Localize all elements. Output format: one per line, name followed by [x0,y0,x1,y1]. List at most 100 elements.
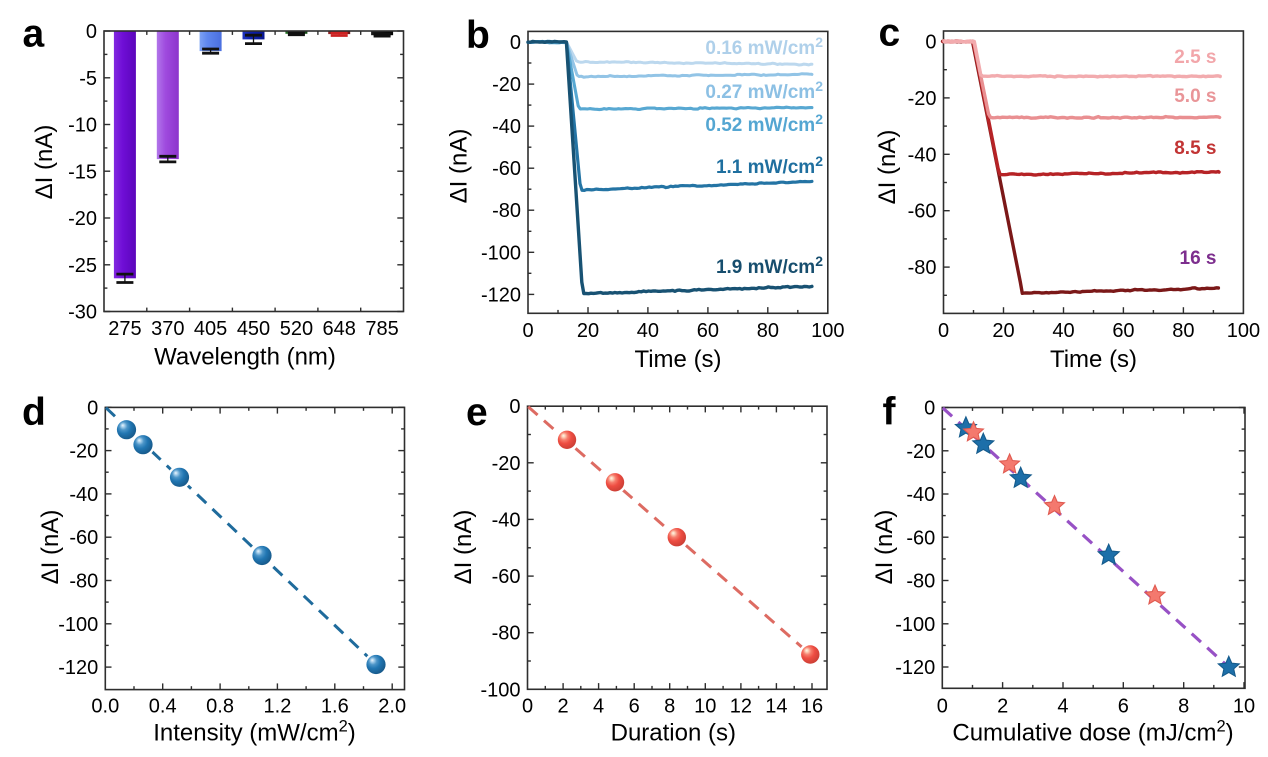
svg-text:b: b [466,14,490,57]
svg-text:-5: -5 [79,68,97,90]
svg-text:-40: -40 [906,484,935,506]
svg-text:0: 0 [924,398,935,420]
svg-text:-25: -25 [68,255,97,277]
svg-text:1.1 mW/cm2: 1.1 mW/cm2 [716,153,823,178]
svg-text:-80: -80 [906,571,935,593]
svg-text:ΔI (nA): ΔI (nA) [446,129,473,204]
svg-text:12: 12 [730,696,752,718]
svg-text:80: 80 [757,320,779,342]
svg-text:-100: -100 [895,614,935,636]
svg-text:80: 80 [1172,320,1194,342]
svg-text:-60: -60 [492,566,521,588]
svg-text:60: 60 [1112,320,1134,342]
svg-text:Duration (s): Duration (s) [611,719,736,746]
svg-text:0: 0 [522,320,533,342]
svg-text:520: 520 [280,318,313,340]
svg-text:0: 0 [509,396,520,418]
svg-text:-20: -20 [906,441,935,463]
svg-text:5.0 s: 5.0 s [1174,86,1216,107]
svg-text:-20: -20 [492,453,521,475]
svg-text:6: 6 [1118,696,1129,718]
svg-text:-100: -100 [480,679,520,701]
svg-text:0: 0 [522,696,533,718]
svg-text:0: 0 [510,32,521,54]
svg-text:-20: -20 [69,441,98,463]
svg-text:14: 14 [765,696,787,718]
svg-text:1.9 mW/cm2: 1.9 mW/cm2 [716,253,823,278]
svg-text:20: 20 [992,320,1014,342]
svg-text:-120: -120 [895,657,935,679]
svg-text:100: 100 [1227,320,1260,342]
svg-text:-40: -40 [492,116,521,138]
svg-text:-120: -120 [481,284,521,306]
svg-text:Time (s): Time (s) [1050,346,1137,373]
svg-text:Cumulative dose (mJ/cm2): Cumulative dose (mJ/cm2) [952,717,1233,746]
svg-text:-60: -60 [906,527,935,549]
svg-text:40: 40 [1052,320,1074,342]
svg-text:-60: -60 [908,201,937,223]
svg-text:-20: -20 [908,88,937,110]
svg-text:-40: -40 [492,509,521,531]
svg-text:1.6: 1.6 [321,696,349,718]
svg-text:a: a [23,13,45,56]
svg-text:-120: -120 [58,657,98,679]
svg-text:0.4: 0.4 [149,696,177,718]
svg-text:-30: -30 [68,302,97,324]
svg-text:d: d [22,391,46,434]
svg-text:-80: -80 [492,623,521,645]
svg-text:ΔI (nA): ΔI (nA) [450,510,477,585]
svg-text:0.52 mW/cm2: 0.52 mW/cm2 [705,111,823,136]
svg-text:4: 4 [593,696,604,718]
svg-text:-60: -60 [69,527,98,549]
svg-text:0: 0 [87,397,98,419]
svg-text:275: 275 [108,318,141,340]
svg-text:ΔI (nA): ΔI (nA) [31,125,58,200]
svg-text:Wavelength (nm): Wavelength (nm) [154,344,336,371]
svg-text:0.8: 0.8 [206,696,234,718]
svg-text:40: 40 [637,320,659,342]
svg-text:ΔI (nA): ΔI (nA) [874,130,901,205]
svg-text:16: 16 [801,696,823,718]
svg-text:0.27 mW/cm2: 0.27 mW/cm2 [705,78,823,103]
svg-text:6: 6 [629,696,640,718]
svg-text:-80: -80 [492,200,521,222]
svg-text:648: 648 [323,318,356,340]
svg-text:-60: -60 [492,158,521,180]
svg-text:-20: -20 [492,74,521,96]
svg-text:-15: -15 [68,161,97,183]
svg-text:0: 0 [86,21,97,43]
svg-text:c: c [879,12,901,55]
svg-text:1.2: 1.2 [264,696,292,718]
svg-text:405: 405 [194,318,227,340]
svg-text:ΔI (nA): ΔI (nA) [871,510,898,585]
svg-text:-40: -40 [908,144,937,166]
svg-text:-20: -20 [68,208,97,230]
svg-text:8: 8 [664,696,675,718]
svg-text:0: 0 [937,696,948,718]
svg-text:ΔI (nA): ΔI (nA) [37,510,64,585]
svg-text:16 s: 16 s [1180,248,1217,269]
svg-text:2: 2 [997,696,1008,718]
svg-text:-40: -40 [69,484,98,506]
svg-text:10: 10 [694,696,716,718]
svg-text:0.16 mW/cm2: 0.16 mW/cm2 [705,34,823,59]
svg-text:Intensity (mW/cm2): Intensity (mW/cm2) [153,717,356,746]
svg-text:60: 60 [697,320,719,342]
svg-text:f: f [883,391,897,434]
svg-text:8.5 s: 8.5 s [1174,138,1216,159]
svg-text:2: 2 [557,696,568,718]
svg-text:8: 8 [1178,696,1189,718]
svg-text:-80: -80 [69,570,98,592]
svg-text:370: 370 [151,318,184,340]
svg-text:4: 4 [1057,696,1068,718]
svg-text:450: 450 [237,318,270,340]
svg-text:2.5 s: 2.5 s [1174,47,1216,68]
svg-text:-100: -100 [58,614,98,636]
svg-text:0: 0 [925,32,936,54]
svg-text:0: 0 [938,320,949,342]
svg-text:10: 10 [1233,696,1255,718]
svg-text:Time (s): Time (s) [634,346,721,373]
svg-text:100: 100 [811,320,844,342]
svg-text:785: 785 [365,318,398,340]
svg-text:2.0: 2.0 [378,696,406,718]
